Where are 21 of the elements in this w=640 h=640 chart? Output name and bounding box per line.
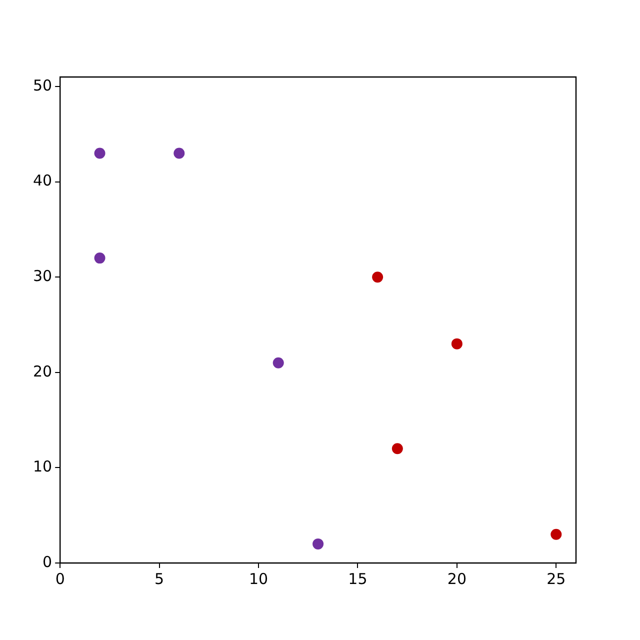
point bbox=[451, 338, 462, 350]
point bbox=[392, 443, 403, 454]
y-tick-label: 30 bbox=[32, 267, 52, 286]
y-tick-label: 20 bbox=[32, 362, 52, 380]
y-tick-label: 40 bbox=[32, 172, 52, 190]
x-tick-label: 20 bbox=[447, 570, 466, 588]
x-tick-label: 15 bbox=[348, 570, 368, 588]
y-tick-label: 0 bbox=[42, 552, 52, 571]
point bbox=[272, 357, 284, 368]
x-tick-label: 0 bbox=[55, 570, 65, 588]
x-tick-label: 10 bbox=[248, 570, 268, 588]
point bbox=[94, 252, 106, 264]
y-tick-label: 10 bbox=[32, 458, 52, 476]
point bbox=[550, 528, 562, 540]
y-tick-label: 50 bbox=[32, 76, 52, 94]
point bbox=[94, 148, 106, 159]
point bbox=[312, 538, 324, 550]
point bbox=[372, 272, 384, 283]
point bbox=[174, 148, 185, 159]
x-tick-label: 5 bbox=[154, 570, 164, 588]
x-tick-label: 25 bbox=[546, 570, 566, 588]
